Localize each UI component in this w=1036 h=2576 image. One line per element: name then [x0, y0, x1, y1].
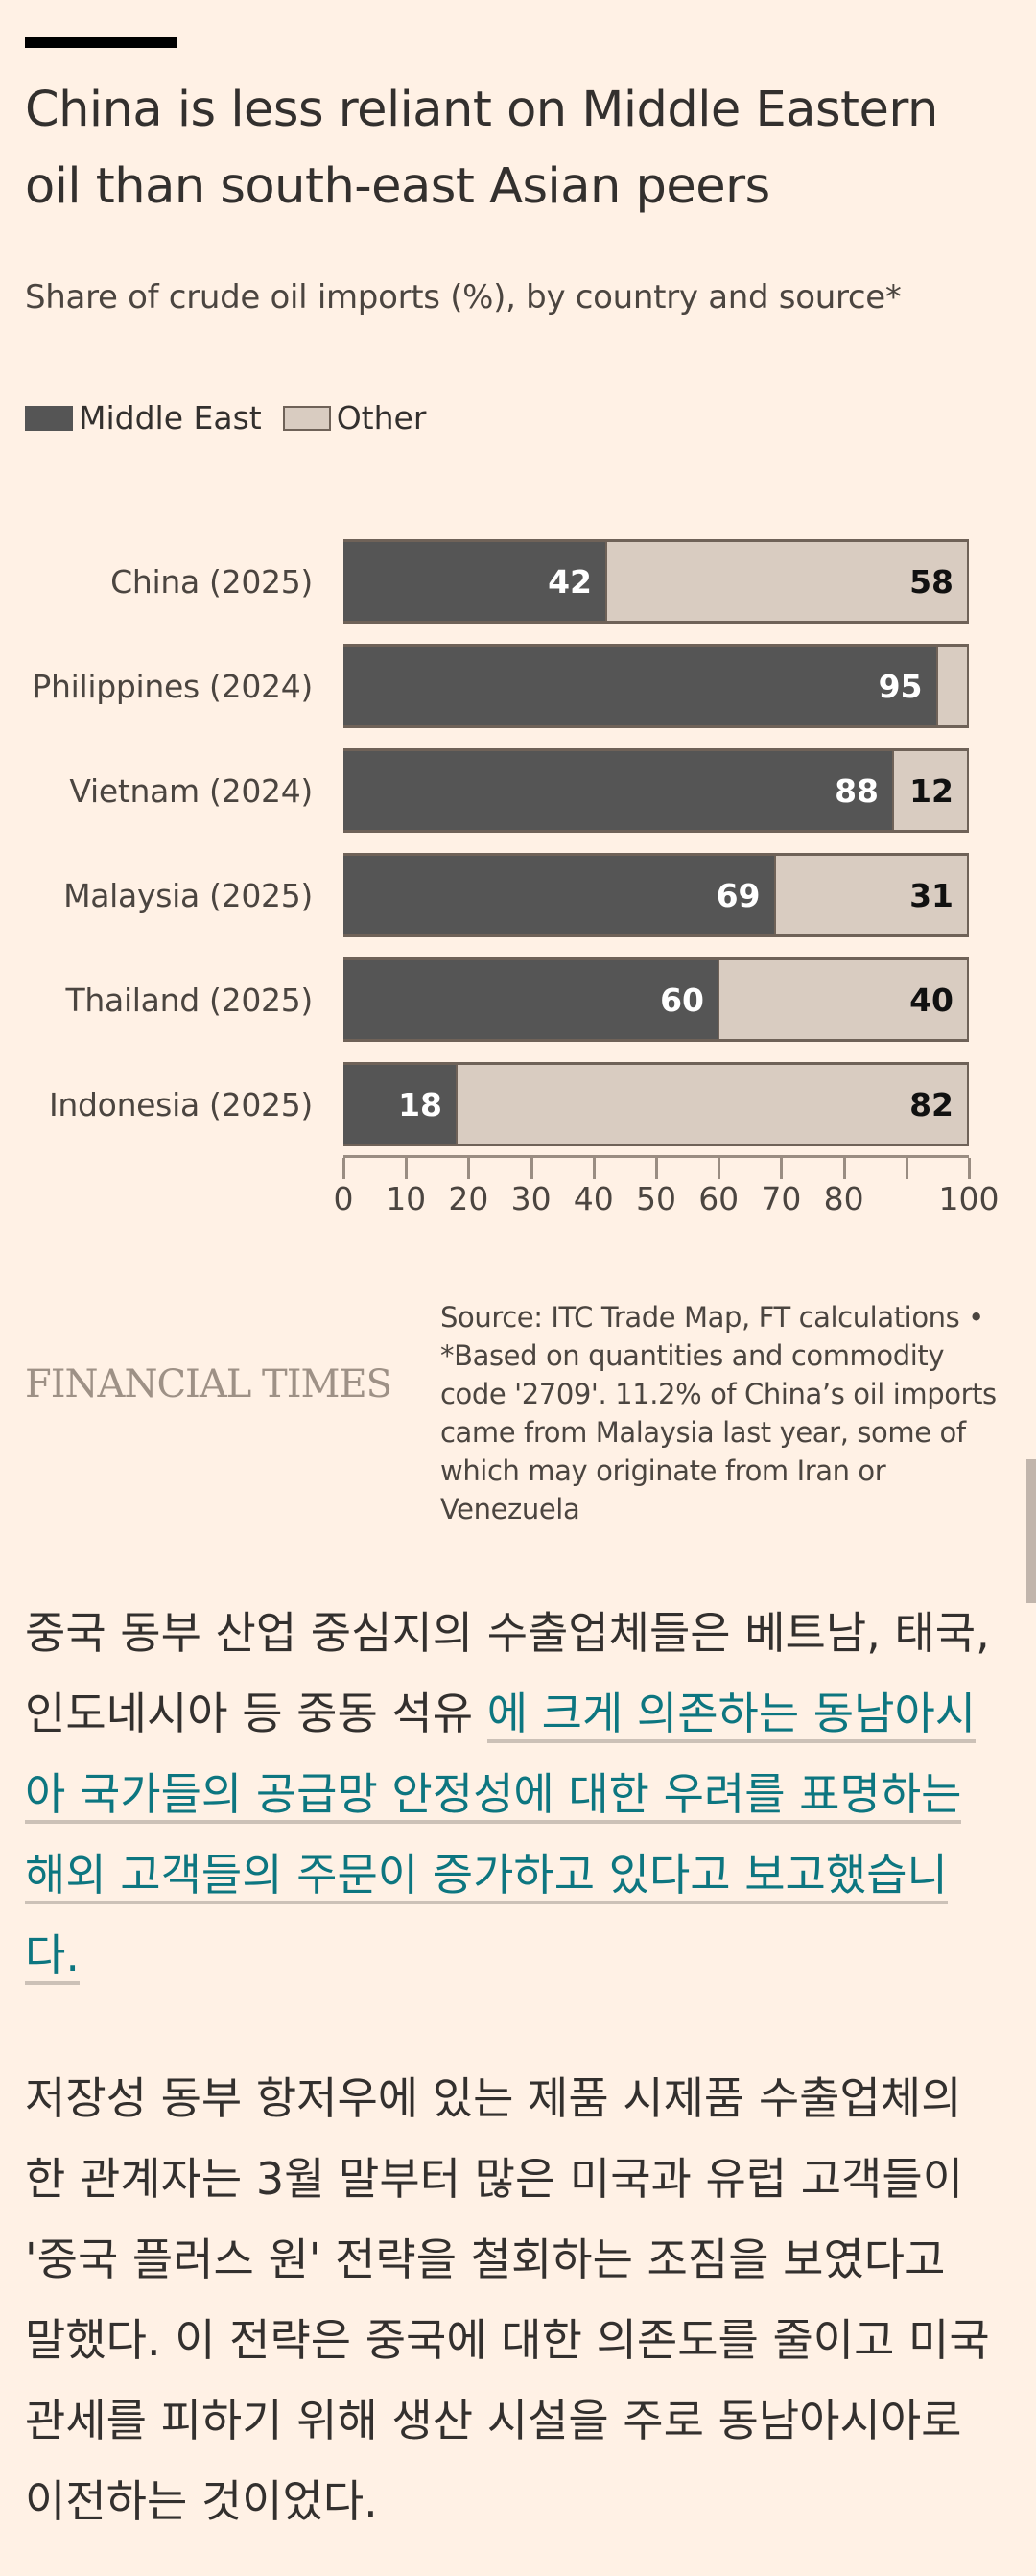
- bar-segment-other: 58: [605, 542, 967, 621]
- bar-segment-middle-east: 42: [343, 542, 605, 621]
- bar-segment-middle-east: 69: [343, 856, 774, 934]
- stacked-bar: 60 40: [343, 957, 969, 1042]
- header-rule: [25, 37, 177, 48]
- x-axis-tick-label: 60: [698, 1180, 740, 1217]
- bar-segment-other: 12: [892, 751, 967, 830]
- chart-subtitle: Share of crude oil imports (%), by count…: [25, 278, 902, 317]
- value-label: 82: [909, 1085, 954, 1123]
- stacked-bar: 42 58: [343, 539, 969, 624]
- bar-segment-middle-east: 88: [343, 751, 892, 830]
- x-axis-tick: [342, 1158, 345, 1179]
- value-label: 31: [909, 876, 954, 914]
- x-axis-tick-label: 80: [823, 1180, 864, 1217]
- financial-times-logo: FINANCIAL TIMES: [25, 1362, 392, 1406]
- x-axis-tick: [718, 1158, 721, 1179]
- chart-row: Indonesia (2025) 18 82: [0, 1062, 1036, 1148]
- x-axis: [342, 1155, 971, 1183]
- chart-row: Philippines (2024) 95: [0, 644, 1036, 730]
- x-axis-tick-label: 0: [333, 1180, 354, 1217]
- x-axis-tick-label: 10: [386, 1180, 427, 1217]
- chart-title: China is less reliant on Middle Eastern …: [25, 82, 938, 215]
- value-label: 58: [909, 562, 954, 601]
- article-paragraph: 저장성 동부 항저우에 있는 제품 시제품 수출업체의 한 관계자는 3월 말부…: [25, 2072, 990, 2527]
- legend-swatch-other: [282, 405, 331, 431]
- stacked-bar: 88 12: [343, 748, 969, 833]
- scrollbar-thumb[interactable]: [1026, 1459, 1036, 1603]
- x-axis-tick: [467, 1158, 471, 1179]
- stacked-bar: 95: [343, 644, 969, 728]
- row-label: China (2025): [110, 563, 313, 601]
- chart-row: Malaysia (2025) 69 31: [0, 853, 1036, 939]
- bar-segment-middle-east: 18: [343, 1065, 456, 1144]
- chart-row: Thailand (2025) 60 40: [0, 957, 1036, 1044]
- x-axis-tick-label: 100: [938, 1180, 1000, 1217]
- x-axis-tick-label: 40: [573, 1180, 614, 1217]
- bar-segment-other: 40: [718, 960, 967, 1039]
- x-axis-tick: [780, 1158, 784, 1179]
- bar-segment-other: [935, 647, 967, 725]
- bar-segment-middle-east: 60: [343, 960, 718, 1039]
- x-axis-tick-label: 70: [761, 1180, 802, 1217]
- bar-segment-middle-east: 95: [343, 647, 936, 725]
- article-link[interactable]: 에 크게 의존하는 동남아시아 국가들의 공급망 안정성에 대한 우려를 표명하…: [25, 1688, 977, 1985]
- value-label: 18: [398, 1085, 442, 1123]
- paragraph-text: 중국 동부 산업 중심지의 수출업체들은 베트남, 태국, 인도네시아 등 중동…: [25, 1607, 990, 1739]
- legend-label-middle-east: Middle East: [79, 399, 262, 437]
- x-axis-tick: [592, 1158, 596, 1179]
- bar-segment-other: 31: [773, 856, 967, 934]
- value-label: 88: [835, 771, 879, 810]
- bar-segment-other: 82: [456, 1065, 967, 1144]
- stacked-bar: 18 82: [343, 1062, 969, 1146]
- x-axis-tick: [905, 1158, 908, 1179]
- stacked-bar: 69 31: [343, 853, 969, 937]
- value-label: 40: [909, 981, 954, 1019]
- value-label: 60: [660, 981, 704, 1019]
- row-label: Philippines (2024): [32, 668, 313, 705]
- x-axis-tick-label: 30: [510, 1180, 552, 1217]
- x-axis-tick-label: 20: [448, 1180, 489, 1217]
- x-axis-tick-label: 50: [636, 1180, 676, 1217]
- legend-swatch-middle-east: [25, 405, 73, 431]
- row-label: Indonesia (2025): [48, 1086, 313, 1123]
- value-label: 95: [878, 667, 923, 705]
- chart-row: Vietnam (2024) 88 12: [0, 748, 1036, 835]
- x-axis-tick: [655, 1158, 658, 1179]
- x-axis-tick: [968, 1158, 971, 1179]
- row-label: Vietnam (2024): [69, 772, 313, 810]
- chart-source-note: Source: ITC Trade Map, FT calculations •…: [440, 1301, 997, 1525]
- value-label: 42: [548, 562, 592, 601]
- x-axis-tick: [405, 1158, 409, 1179]
- row-label: Thailand (2025): [65, 981, 314, 1019]
- x-axis-tick: [530, 1158, 533, 1179]
- chart-row: China (2025) 42 58: [0, 539, 1036, 626]
- value-label: 12: [909, 771, 954, 810]
- legend-label-other: Other: [336, 399, 427, 437]
- row-label: Malaysia (2025): [63, 877, 313, 914]
- value-label: 69: [716, 876, 761, 914]
- chart-legend: Middle East Other: [25, 399, 426, 437]
- article-paragraph: 중국 동부 산업 중심지의 수출업체들은 베트남, 태국, 인도네시아 등 중동…: [25, 1593, 994, 1996]
- x-axis-tick: [842, 1158, 846, 1179]
